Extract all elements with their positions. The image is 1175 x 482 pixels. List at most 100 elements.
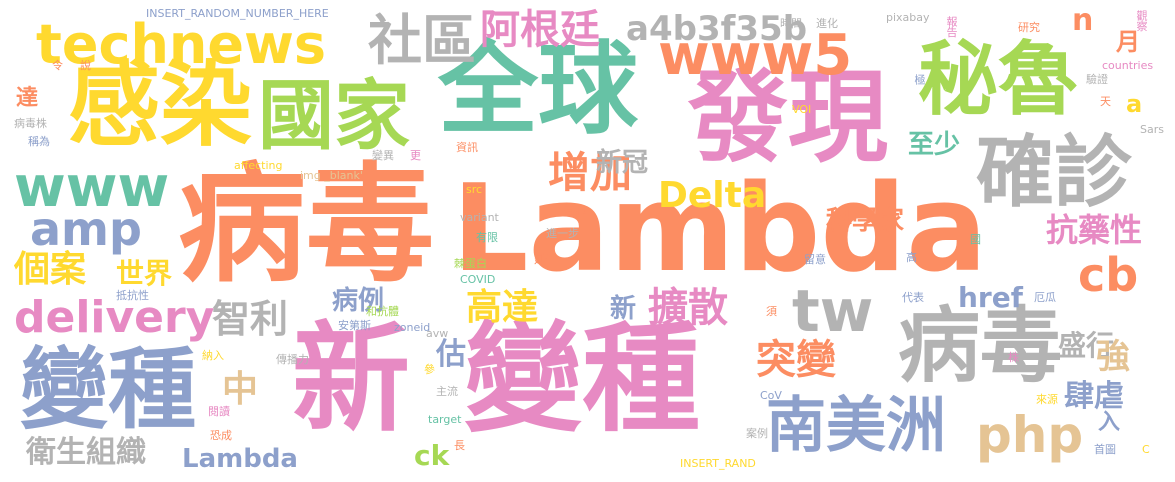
word: INSERT_RAND [680, 457, 756, 470]
word: 科學家 [826, 206, 905, 236]
word: 參 [424, 363, 435, 376]
word: C [1142, 443, 1150, 456]
word: 突變 [756, 337, 836, 383]
word: 資訊 [456, 141, 478, 154]
word: 和抗體 [366, 305, 399, 318]
word: 發現 [688, 59, 888, 176]
word: amp [30, 202, 142, 256]
word: 達 [16, 86, 39, 111]
word: 株 [1008, 351, 1019, 364]
word: 驗證 [1086, 73, 1108, 86]
word: avw [426, 327, 449, 340]
word: a [1126, 90, 1143, 118]
word: 棘蛋白 [454, 257, 487, 270]
word: 擴散 [648, 285, 728, 331]
word: 病毒 [898, 299, 1063, 394]
word: variant [460, 211, 499, 224]
word: 世界 [116, 257, 173, 290]
word: 來源 [1036, 393, 1058, 406]
word: zoneid [394, 321, 431, 334]
word: 秘魯 [918, 33, 1078, 126]
word: 首圖 [1094, 443, 1116, 456]
word: 變種 [20, 338, 197, 441]
word: technews [36, 13, 326, 76]
word: 病毒株 [14, 117, 47, 130]
word: 憂心 [564, 205, 586, 218]
word: 納入 [202, 349, 224, 362]
word: 進一步 [546, 227, 579, 240]
word: Delta [658, 175, 767, 216]
word: 閱讀 [208, 405, 230, 418]
word: 稱為 [28, 135, 50, 148]
word: 時間 [780, 17, 802, 30]
word: 新冠 [596, 148, 649, 178]
word: 抗藥性 [1046, 211, 1143, 249]
word: Lambda [452, 160, 988, 299]
word: 令 [52, 59, 63, 72]
word: 高達 [466, 287, 539, 328]
word: 變異 [372, 149, 394, 162]
word: 變種 [464, 310, 701, 448]
word: 感染 [68, 52, 253, 159]
word: 中 [222, 369, 259, 410]
word: 入 [1098, 410, 1121, 435]
word: 研究 [1018, 21, 1040, 34]
word: 主流 [436, 385, 458, 398]
word: 社區 [368, 9, 476, 72]
word: 傳播力 [276, 353, 309, 366]
word: www5 [658, 23, 853, 88]
word: www [14, 155, 170, 220]
word: INSERT_RANDOM_NUMBER_HERE [146, 7, 329, 20]
word: 確診 [976, 128, 1133, 218]
word: VOI [792, 103, 812, 116]
word: 全球 [438, 31, 638, 148]
word: 月 [1116, 28, 1140, 56]
word: img _blank' [300, 169, 363, 182]
word: target [428, 413, 462, 426]
word: 案例 [746, 427, 768, 440]
word: 估 [436, 337, 466, 372]
word: ck [414, 439, 450, 472]
word: a4b3f35b [626, 9, 808, 49]
word: Sars [1140, 123, 1164, 136]
word: 代表 [902, 291, 924, 304]
word: 盛行 [1058, 329, 1115, 362]
word: affecting [234, 159, 283, 172]
word: Lambda [182, 444, 298, 474]
word: COVID [460, 273, 496, 286]
word: 強 [1096, 337, 1130, 377]
word: 恐成 [210, 429, 232, 442]
word: 病毒 [178, 151, 435, 300]
word: 須 [766, 305, 777, 318]
word: countries [1102, 59, 1154, 72]
word: 個案 [14, 249, 87, 290]
word: 安第斯 [338, 319, 371, 332]
word: 留意 [804, 253, 826, 266]
word: 天 [1100, 95, 1111, 108]
word: 高 [906, 251, 917, 264]
word: CoV [760, 389, 782, 402]
word: 肆虐 [1064, 379, 1124, 414]
word: 智利 [212, 297, 289, 341]
word: pixabay [886, 11, 930, 24]
word: 抵抗性 [116, 289, 149, 302]
word: 觀察 [1135, 10, 1148, 31]
word: 國家 [258, 71, 410, 160]
word: 延伸 [534, 253, 556, 266]
word: 更 [410, 149, 421, 162]
word: 至少 [908, 130, 961, 160]
word: 厄瓜 [1034, 291, 1056, 304]
word: src [466, 183, 483, 196]
word: 衛生組織 [26, 435, 146, 470]
word: 病例 [332, 286, 385, 316]
word: 極 [913, 74, 926, 85]
word: delivery [14, 292, 215, 343]
word: tw [792, 277, 874, 345]
word: cb [1078, 248, 1139, 302]
word: href [958, 281, 1023, 314]
word: 新 [610, 294, 637, 324]
word: 說 [80, 59, 91, 72]
word: php [976, 406, 1084, 464]
word: 長 [454, 439, 465, 452]
